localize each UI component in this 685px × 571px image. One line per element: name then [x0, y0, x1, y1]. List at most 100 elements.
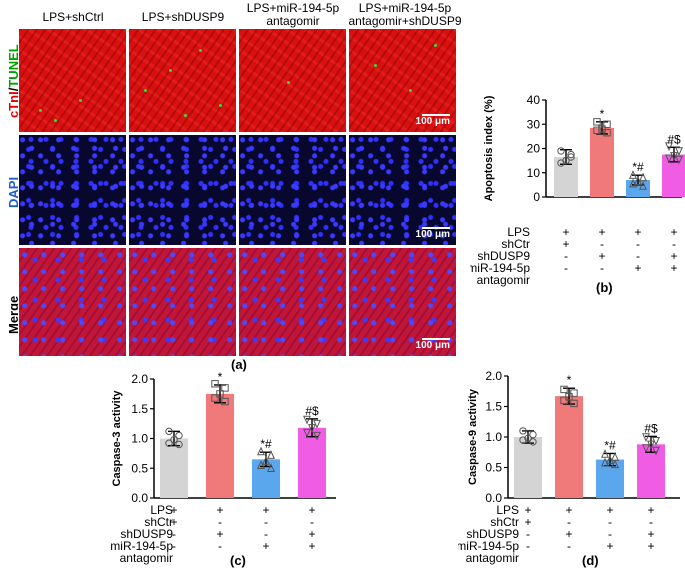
y-tick-label: 0.0 — [485, 491, 502, 505]
bar — [160, 438, 188, 498]
data-point — [665, 154, 673, 164]
data-point — [257, 460, 265, 469]
significance-label: *# — [260, 437, 272, 451]
treatment-row-label: antagomir — [466, 551, 519, 565]
treatment-symbol: + — [670, 225, 677, 239]
treatment-row-label: shDUSP9 — [477, 249, 530, 263]
y-axis-label: Caspase-3 activity — [111, 390, 123, 487]
image-dapi-1 — [18, 134, 127, 246]
treatment-symbol: - — [636, 249, 640, 263]
treatment-symbol: + — [562, 225, 569, 239]
bar — [514, 437, 542, 498]
treatment-row-label: LPS — [507, 225, 530, 239]
data-point — [557, 147, 565, 155]
treatment-symbol: + — [262, 503, 269, 517]
treatment-symbol: - — [564, 261, 568, 275]
treatment-row-label: miR-194-5p — [110, 539, 173, 553]
treatment-row-label: shCtr — [144, 515, 173, 529]
data-point — [639, 181, 647, 190]
chart-caspase-3-activity: 0.0 0.5 1.0 1.5 2.0 Caspase-3 activity * *# #$ LP… — [110, 370, 336, 565]
data-point — [639, 172, 647, 182]
y-tick-label: 0.5 — [131, 461, 148, 475]
data-point — [221, 397, 229, 406]
treatment-row-label: LPS — [496, 503, 519, 517]
data-point — [601, 457, 609, 467]
data-point — [175, 431, 183, 440]
data-point — [303, 428, 311, 438]
image-ctni-tunel-4: 100 μm — [348, 28, 457, 133]
data-point — [170, 435, 178, 444]
treatment-symbol: + — [216, 503, 223, 517]
y-tick-label: 0 — [533, 190, 540, 204]
data-point — [211, 380, 219, 388]
data-point — [675, 155, 683, 165]
treatment-symbol: + — [647, 527, 654, 541]
chart-caspase-9-activity: 0.0 0.5 1.0 1.5 2.0 Caspase-9 activity * *# #$ LP… — [458, 369, 680, 565]
data-point — [165, 427, 173, 436]
y-tick-label: 1.5 — [485, 400, 502, 414]
data-point — [175, 440, 183, 449]
bar — [206, 393, 234, 498]
treatment-symbol: + — [308, 503, 315, 517]
data-point — [303, 415, 311, 425]
treatment-symbol: + — [634, 225, 641, 239]
significance-label: #$ — [644, 421, 658, 435]
data-point — [611, 452, 619, 461]
data-point — [593, 118, 601, 126]
treatment-symbol: - — [526, 527, 530, 541]
data-point — [567, 153, 575, 161]
treatment-symbol: + — [524, 515, 531, 529]
treatment-symbol: + — [308, 539, 315, 553]
data-point — [529, 430, 537, 439]
data-point — [221, 384, 229, 392]
significance-label: #$ — [667, 132, 681, 146]
treatment-symbol: + — [670, 261, 677, 275]
treatment-symbol: - — [564, 249, 568, 263]
data-point — [560, 385, 568, 394]
caption-d: (d) — [582, 553, 599, 568]
treatment-symbol: - — [649, 515, 653, 529]
image-dapi-2 — [128, 134, 237, 246]
bar — [662, 154, 685, 197]
data-point — [593, 126, 601, 135]
treatment-row-label: shDUSP9 — [120, 527, 173, 541]
y-tick-label: 1.5 — [131, 402, 148, 416]
treatment-symbol: + — [170, 515, 177, 529]
data-point — [611, 459, 619, 469]
treatment-symbol: - — [567, 539, 571, 553]
data-point — [603, 120, 611, 128]
bar — [590, 127, 614, 197]
data-point — [267, 450, 275, 459]
significance-label: *# — [632, 160, 644, 174]
data-point — [313, 431, 321, 441]
image-ctni-tunel-2 — [128, 28, 237, 133]
data-point — [603, 129, 611, 137]
treatment-row-label: miR-194-5p — [458, 539, 519, 553]
bar — [298, 427, 326, 498]
treatment-symbol: + — [647, 539, 654, 553]
data-point — [216, 390, 224, 398]
data-point — [519, 436, 527, 444]
treatment-symbol: + — [634, 261, 641, 275]
significance-label: #$ — [305, 404, 319, 418]
y-tick-label: 20 — [527, 142, 541, 156]
treatment-symbol: + — [606, 539, 613, 553]
data-point — [519, 427, 527, 435]
bar — [637, 444, 665, 498]
data-point — [629, 170, 637, 179]
image-dapi-3 — [238, 134, 347, 246]
treatment-symbol: - — [218, 515, 222, 529]
data-point — [267, 463, 275, 472]
column-header-4: LPS+miR-194-5p antagomir+shDUSP9 — [348, 1, 462, 28]
scale-bar-label-row1: 100 μm — [415, 116, 450, 127]
column-header-2: LPS+shDUSP9 — [141, 10, 225, 24]
treatment-symbol: + — [565, 503, 572, 517]
data-point — [308, 424, 316, 433]
treatment-symbol: + — [308, 527, 315, 541]
significance-label: * — [218, 370, 223, 384]
data-point — [262, 456, 270, 465]
y-axis-label: Apoptosis index (%) — [483, 95, 495, 201]
column-header-1: LPS+shCtrl — [42, 10, 104, 24]
image-merge-4: 100 μm — [348, 247, 457, 357]
